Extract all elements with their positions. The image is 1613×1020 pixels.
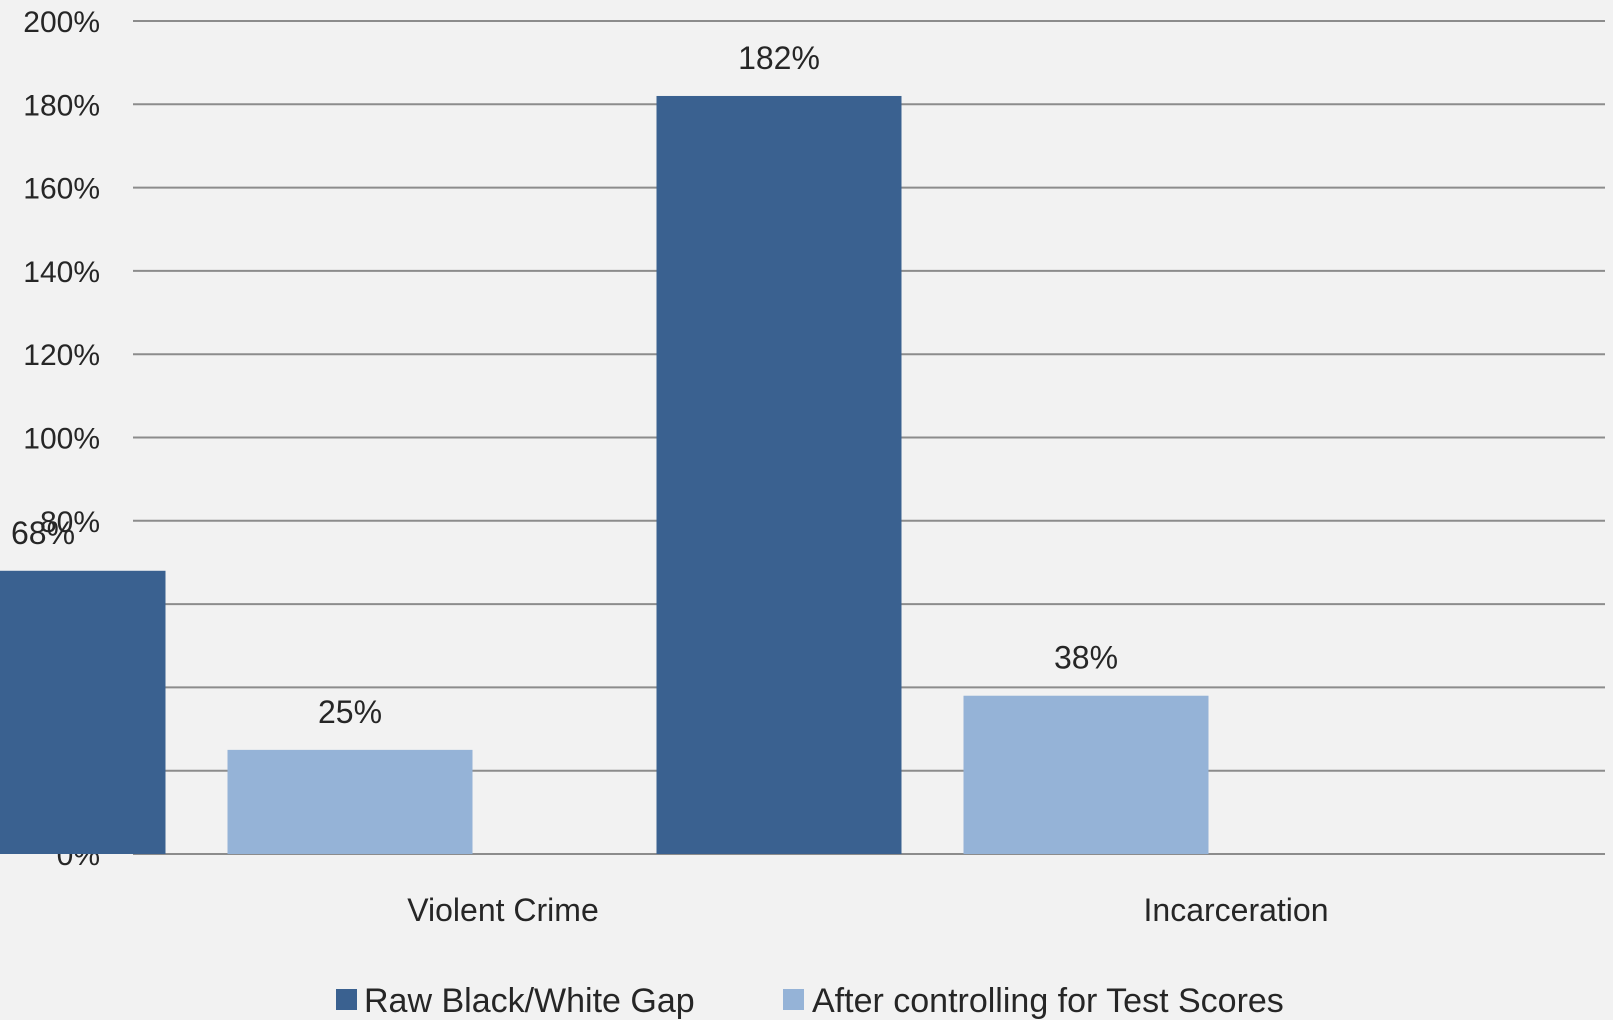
y-tick-label: 160%	[23, 173, 100, 206]
data-labels: 68% 25% 182% 38%	[11, 40, 1118, 730]
y-tick-label: 80%	[40, 506, 100, 539]
legend-label: After controlling for Test Scores	[812, 982, 1284, 1020]
x-axis: Violent Crime Incarceration	[407, 892, 1328, 928]
legend-swatch	[783, 989, 804, 1010]
data-label: 38%	[1054, 640, 1118, 676]
y-tick-label: 200%	[23, 6, 100, 39]
bar-after-controlling-violent-crime	[227, 749, 473, 854]
legend-label: Raw Black/White Gap	[364, 982, 695, 1020]
bars	[0, 95, 1209, 855]
bar-raw-gap-violent-crime	[0, 570, 166, 854]
legend-swatch	[336, 989, 357, 1010]
x-category-label: Violent Crime	[407, 892, 598, 928]
data-label: 68%	[11, 515, 75, 551]
y-tick-label: 180%	[23, 89, 100, 122]
x-category-label: Incarceration	[1144, 892, 1329, 928]
y-tick-label: 140%	[23, 256, 100, 289]
bar-raw-gap-incarceration	[656, 95, 902, 855]
legend: Raw Black/White Gap After controlling for…	[336, 982, 1284, 1020]
y-tick-label: 100%	[23, 423, 100, 456]
bar-after-controlling-incarceration	[963, 695, 1209, 854]
y-tick-label: 120%	[23, 339, 100, 372]
data-label: 182%	[738, 40, 820, 76]
data-label: 25%	[318, 694, 382, 730]
